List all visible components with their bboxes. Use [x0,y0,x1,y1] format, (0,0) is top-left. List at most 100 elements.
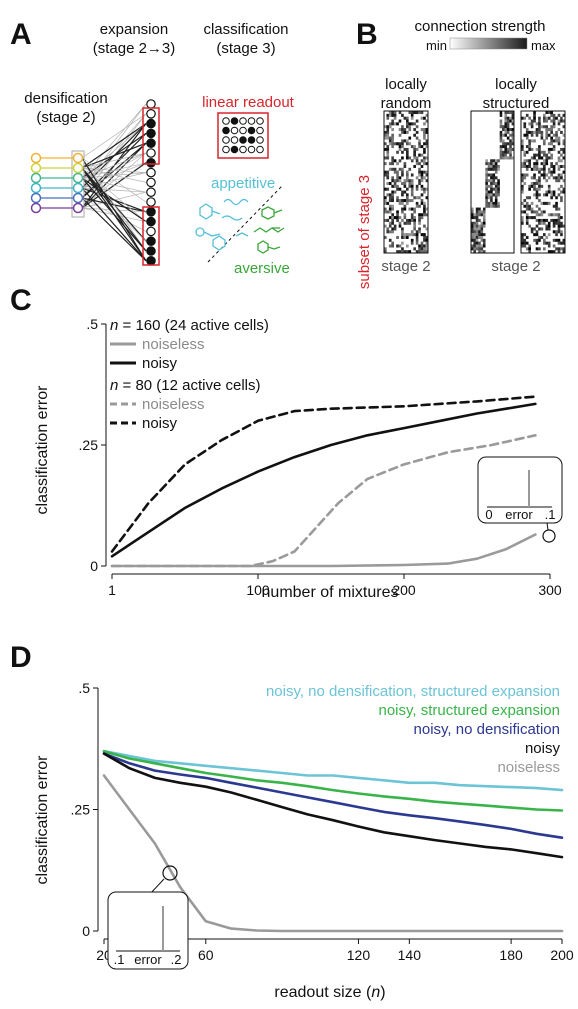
matrix-cell [406,193,409,197]
c-legend-group1-title: n = 160 (24 active cells) [110,317,269,334]
expansion-subtitle: (stage 2→3) [93,40,176,57]
matrix-cell [528,224,531,228]
matrix-cell [403,139,407,143]
matrix-cell [533,173,536,177]
matrix-cell [533,119,536,123]
matrix-cell [478,224,481,228]
matrix-cell [482,221,486,225]
matrix-cell [499,111,503,115]
matrix-cell [425,213,429,217]
matrix-cell [494,201,498,205]
matrix-cell [530,167,534,171]
matrix-cell [533,176,536,180]
matrix-cell [393,216,397,220]
stage3-neuron [146,148,156,158]
matrix-cell [413,133,416,137]
matrix-cell [487,184,491,188]
matrix-cell [420,187,424,191]
matrix-cell [485,167,488,171]
matrix-cell [557,238,561,242]
matrix-cell [393,184,397,188]
d-inset-tick-hi: .2 [171,952,182,967]
matrix-cell [499,156,503,160]
matrix-cell [410,145,414,149]
matrix-cell [528,184,531,188]
matrix-cell [543,153,546,157]
d-y-tick-label: .5 [78,680,90,696]
matrix-cell [545,153,549,157]
matrix-cell [555,136,558,140]
panel-a: A expansion (stage 2→3) classification (… [10,18,295,277]
matrix-cell [552,133,556,137]
matrix-cell [408,122,412,126]
matrix-cell [410,111,414,115]
matrix-cell [560,224,563,228]
matrix-cell [406,147,409,151]
matrix-cell [473,221,476,225]
matrix-cell [473,224,476,228]
c-inset-tick-lo: 0 [485,507,492,522]
matrix-cell [425,162,429,166]
matrix-cell [423,176,426,180]
matrix-cell [487,193,491,197]
matrix-cell [543,164,546,168]
matrix-cell [423,247,426,251]
matrix-cell [401,235,404,239]
matrix-cell [388,221,392,225]
matrix-cell [398,199,402,203]
matrix-cell [418,153,421,157]
matrix-cell [487,201,491,205]
matrix-cell [509,128,512,132]
matrix-cell [401,190,404,194]
densification-subtitle: (stage 2) [36,109,95,126]
matrix-cell [396,184,399,188]
matrix-cell [543,159,546,163]
matrix-cell [535,218,539,222]
matrix-cell [418,221,421,225]
c-xlabel: number of mixtures [262,584,399,601]
matrix-cell [506,130,510,134]
matrix-cell [540,125,544,129]
expansion-connection [81,177,147,223]
matrix-cell [413,122,416,126]
readout-neuron [222,136,230,144]
matrix-cell [473,227,476,231]
stage3-subset-box [142,206,160,266]
matrix-cell [425,142,429,146]
matrix-cell [511,111,515,115]
matrix-cell [418,167,421,171]
matrix-cell [535,187,539,191]
matrix-cell [408,142,412,146]
matrix-cell [490,204,493,208]
matrix-cell [538,147,541,151]
matrix-cell [391,113,394,117]
matrix-cell [475,233,479,237]
matrix-cell [550,193,553,197]
matrix-cell [538,221,541,225]
matrix-cell [396,142,399,146]
matrix-cell [384,173,387,177]
matrix-cell [543,173,546,177]
matrix-cell [384,156,387,160]
matrix-cell [401,173,404,177]
matrix-cell [396,218,399,222]
matrix-cell [475,227,479,231]
matrix-cell [384,142,387,146]
matrix-cell [550,139,553,143]
matrix-cell [538,150,541,154]
stage1-neuron [30,152,42,164]
matrix-cell [521,216,524,220]
matrix-cell [393,227,397,231]
c-inset-target-circle [542,529,556,543]
matrix-cell [398,221,402,225]
matrix-cell [550,153,553,157]
matrix-cell [408,199,412,203]
matrix-cell [525,201,529,205]
matrix-cell [504,156,508,160]
matrix-cell [560,190,563,194]
matrix-cell [482,218,486,222]
c-series-line-0 [110,533,537,568]
matrix-cell [552,167,556,171]
matrix-cell [506,147,510,151]
matrix-cell [406,130,409,134]
